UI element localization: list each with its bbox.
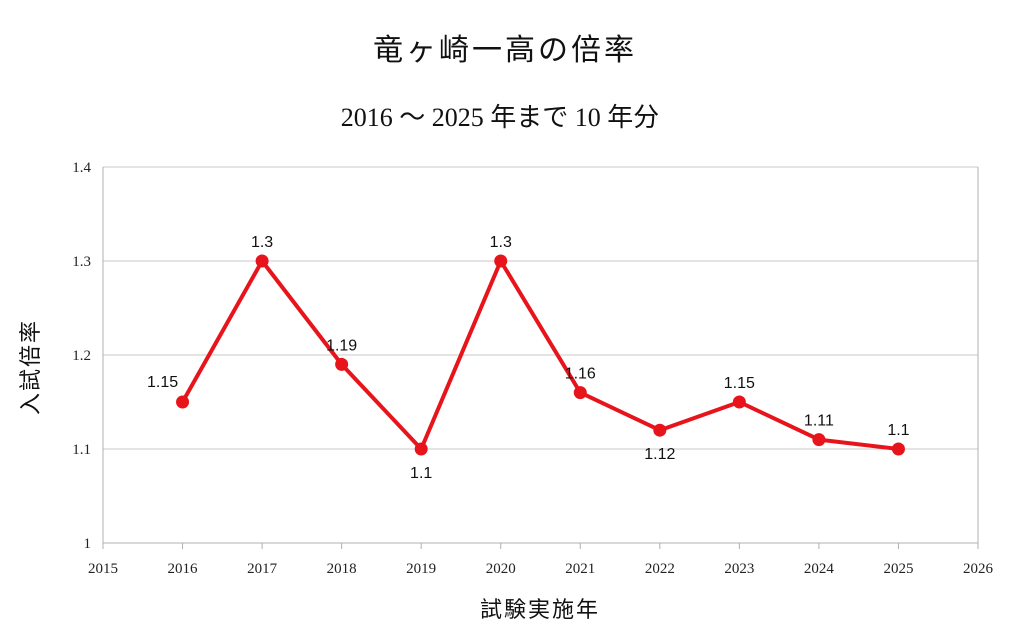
- y-tick-label: 1.1: [72, 442, 91, 458]
- data-point: [891, 442, 905, 456]
- x-tick-label: 2017: [247, 561, 278, 577]
- data-point: [494, 254, 508, 268]
- data-label: 1.15: [724, 375, 755, 392]
- x-axis-title: 試験実施年: [480, 598, 600, 623]
- y-tick-label: 1.2: [72, 348, 91, 364]
- axes: [102, 167, 979, 549]
- x-tick-label: 2022: [645, 561, 675, 577]
- chart-title: 竜ヶ崎一高の倍率: [373, 33, 637, 68]
- data-labels: 1.15 1.3 1.19 1.1 1.3 1.16 1.12 1.15 1.11 1.1: [147, 234, 910, 482]
- x-tick-label: 2015: [88, 561, 118, 577]
- y-tick-label: 1.3: [72, 254, 91, 270]
- y-tick-label: 1.4: [72, 160, 91, 176]
- data-point: [812, 433, 826, 447]
- data-point: [653, 423, 667, 437]
- data-point: [176, 395, 190, 409]
- x-tick-label: 2019: [406, 561, 436, 577]
- data-label: 1.12: [644, 446, 675, 463]
- data-point: [573, 386, 587, 400]
- x-tick-label: 2026: [963, 561, 994, 577]
- data-label: 1.1: [887, 422, 909, 439]
- series-line: [180, 259, 899, 451]
- x-tick-label: 2025: [883, 561, 913, 577]
- series: [176, 254, 905, 456]
- gridlines: [103, 166, 978, 544]
- chart-subtitle: 2016 ～ 2025 年まで 10 年分: [341, 103, 660, 132]
- data-label: 1.15: [147, 374, 178, 391]
- data-point: [255, 254, 269, 268]
- x-tick-label: 2016: [168, 561, 199, 577]
- data-point: [335, 357, 349, 371]
- y-tick-label: 1: [84, 536, 92, 552]
- y-axis-title: 入試倍率: [19, 319, 44, 415]
- data-point: [414, 442, 428, 456]
- data-label: 1.19: [326, 337, 357, 354]
- x-tick-label: 2024: [804, 561, 835, 577]
- data-label: 1.3: [490, 234, 512, 251]
- data-label: 1.11: [804, 413, 834, 430]
- tick-labels: 1 1.1 1.2 1.3 1.4 2015 2016 2017 2018 2019 2020 202…: [72, 160, 993, 577]
- data-point: [732, 395, 746, 409]
- x-tick-label: 2020: [486, 561, 516, 577]
- data-label: 1.16: [565, 366, 596, 383]
- data-label: 1.1: [410, 465, 432, 482]
- x-tick-label: 2018: [327, 561, 357, 577]
- data-label: 1.3: [251, 234, 273, 251]
- x-tick-label: 2023: [724, 561, 754, 577]
- x-tick-label: 2021: [565, 561, 595, 577]
